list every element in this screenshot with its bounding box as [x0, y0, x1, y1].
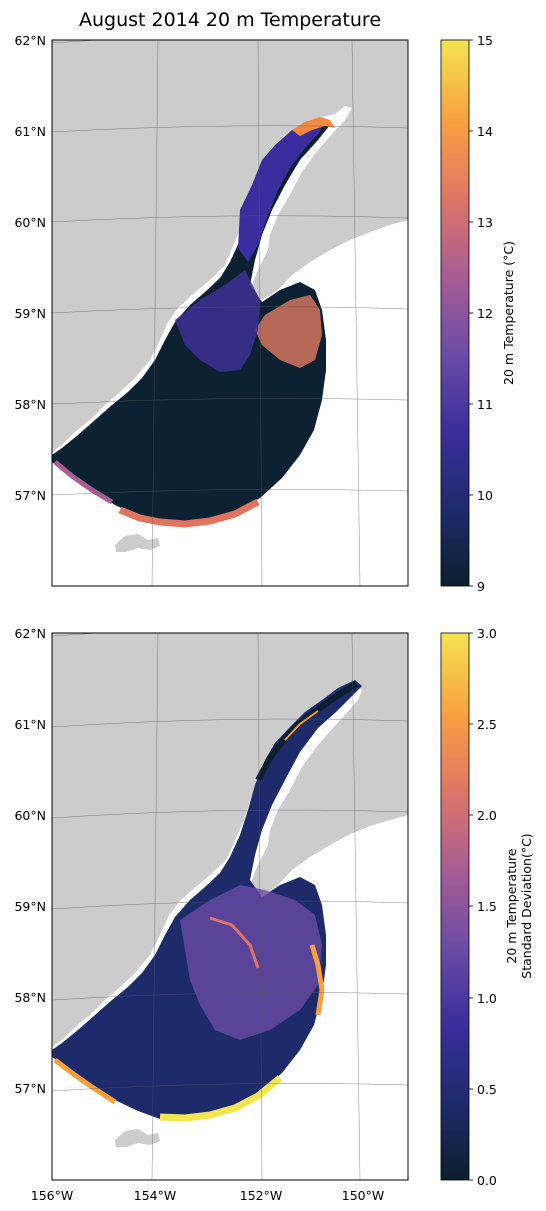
lon-label-156: 156°W — [31, 1188, 73, 1203]
std-moderate-region — [180, 885, 322, 1040]
figure-title: August 2014 20 m Temperature — [79, 9, 381, 31]
land-mass-mainland-bottom — [52, 633, 408, 1047]
cbar2-tick-1.0: 1.0 — [477, 991, 497, 1006]
std-colorbar-label-line1: 20 m Temperature — [504, 848, 519, 964]
temperature-colorbar-label: 20 m Temperature (°C) — [501, 241, 516, 385]
cbar1-tick-9: 9 — [477, 579, 485, 594]
graticule-bottom — [52, 633, 408, 1180]
lon-label-152: 152°W — [240, 1188, 282, 1203]
lat-label-58: 58°N — [14, 397, 46, 412]
land-mass-islands-bottom — [115, 1129, 160, 1147]
cbar1-tick-15: 15 — [477, 33, 493, 48]
std-colorbar-ticks — [469, 632, 473, 1181]
cbar2-tick-0.0: 0.0 — [477, 1173, 497, 1188]
lat-label-62: 62°N — [14, 33, 46, 48]
lon-label-150: 150°W — [342, 1188, 384, 1203]
lon-label-154: 154°W — [134, 1188, 176, 1203]
lat-label-59-b: 59°N — [14, 899, 46, 914]
lat-label-62-b: 62°N — [14, 626, 46, 641]
land-mass-islands — [115, 534, 160, 552]
cbar1-tick-10: 10 — [477, 488, 493, 503]
cbar1-tick-13: 13 — [477, 215, 493, 230]
temperature-map-frame — [51, 39, 409, 587]
lat-label-57: 57°N — [14, 488, 46, 503]
std-colorbar — [440, 632, 470, 1181]
std-colorbar-tick-labels: 3.0 2.5 2.0 1.5 1.0 0.5 0.0 — [477, 626, 497, 1188]
temperature-knik-arm — [292, 117, 335, 136]
std-southern-arc — [159, 1075, 283, 1122]
lat-label-60: 60°N — [14, 215, 46, 230]
cbar2-tick-1.5: 1.5 — [477, 899, 497, 914]
lat-label-58-b: 58°N — [14, 990, 46, 1005]
temperature-colorbar — [440, 39, 470, 587]
cbar1-tick-11: 11 — [477, 397, 493, 412]
lat-labels-top: 62°N 61°N 60°N 59°N 58°N 57°N — [14, 33, 46, 503]
temperature-southern-arc — [118, 498, 260, 528]
lon-labels-bottom: 156°W 154°W 152°W 150°W — [31, 1188, 384, 1203]
std-colorbar-label-line2: Standard Deviation(°C) — [519, 833, 534, 978]
lat-label-61: 61°N — [14, 124, 46, 139]
std-inlet-upper-highlight — [284, 710, 319, 741]
temperature-upper-inlet — [238, 120, 325, 262]
temperature-colorbar-tick-labels: 15 14 13 12 11 10 9 — [477, 33, 493, 594]
temperature-mid-region — [175, 270, 260, 372]
temperature-warm-patch — [255, 295, 322, 368]
std-hotspot-east — [309, 944, 325, 1016]
lat-label-61-b: 61°N — [14, 717, 46, 732]
lat-label-57-b: 57°N — [14, 1081, 46, 1096]
lat-label-60-b: 60°N — [14, 808, 46, 823]
lat-label-59: 59°N — [14, 306, 46, 321]
std-inlet-upper — [255, 681, 358, 782]
cbar2-tick-2.0: 2.0 — [477, 808, 497, 823]
temperature-sw-edge — [53, 460, 114, 505]
cbar2-tick-2.5: 2.5 — [477, 717, 497, 732]
std-hotspot-arc — [209, 916, 260, 969]
land-mass-mainland — [52, 40, 408, 452]
temperature-map-panel — [52, 40, 408, 586]
std-sw-edge — [53, 1058, 117, 1105]
std-map-frame — [51, 632, 409, 1181]
cbar2-tick-0.5: 0.5 — [477, 1082, 497, 1097]
cbar1-tick-12: 12 — [477, 306, 493, 321]
temperature-colorbar-ticks — [469, 39, 473, 587]
std-map-panel — [52, 633, 408, 1180]
cbar1-tick-14: 14 — [477, 124, 493, 139]
cbar2-tick-3.0: 3.0 — [477, 626, 497, 641]
lat-labels-bottom: 62°N 61°N 60°N 59°N 58°N 57°N — [14, 626, 46, 1096]
graticule — [52, 40, 408, 586]
